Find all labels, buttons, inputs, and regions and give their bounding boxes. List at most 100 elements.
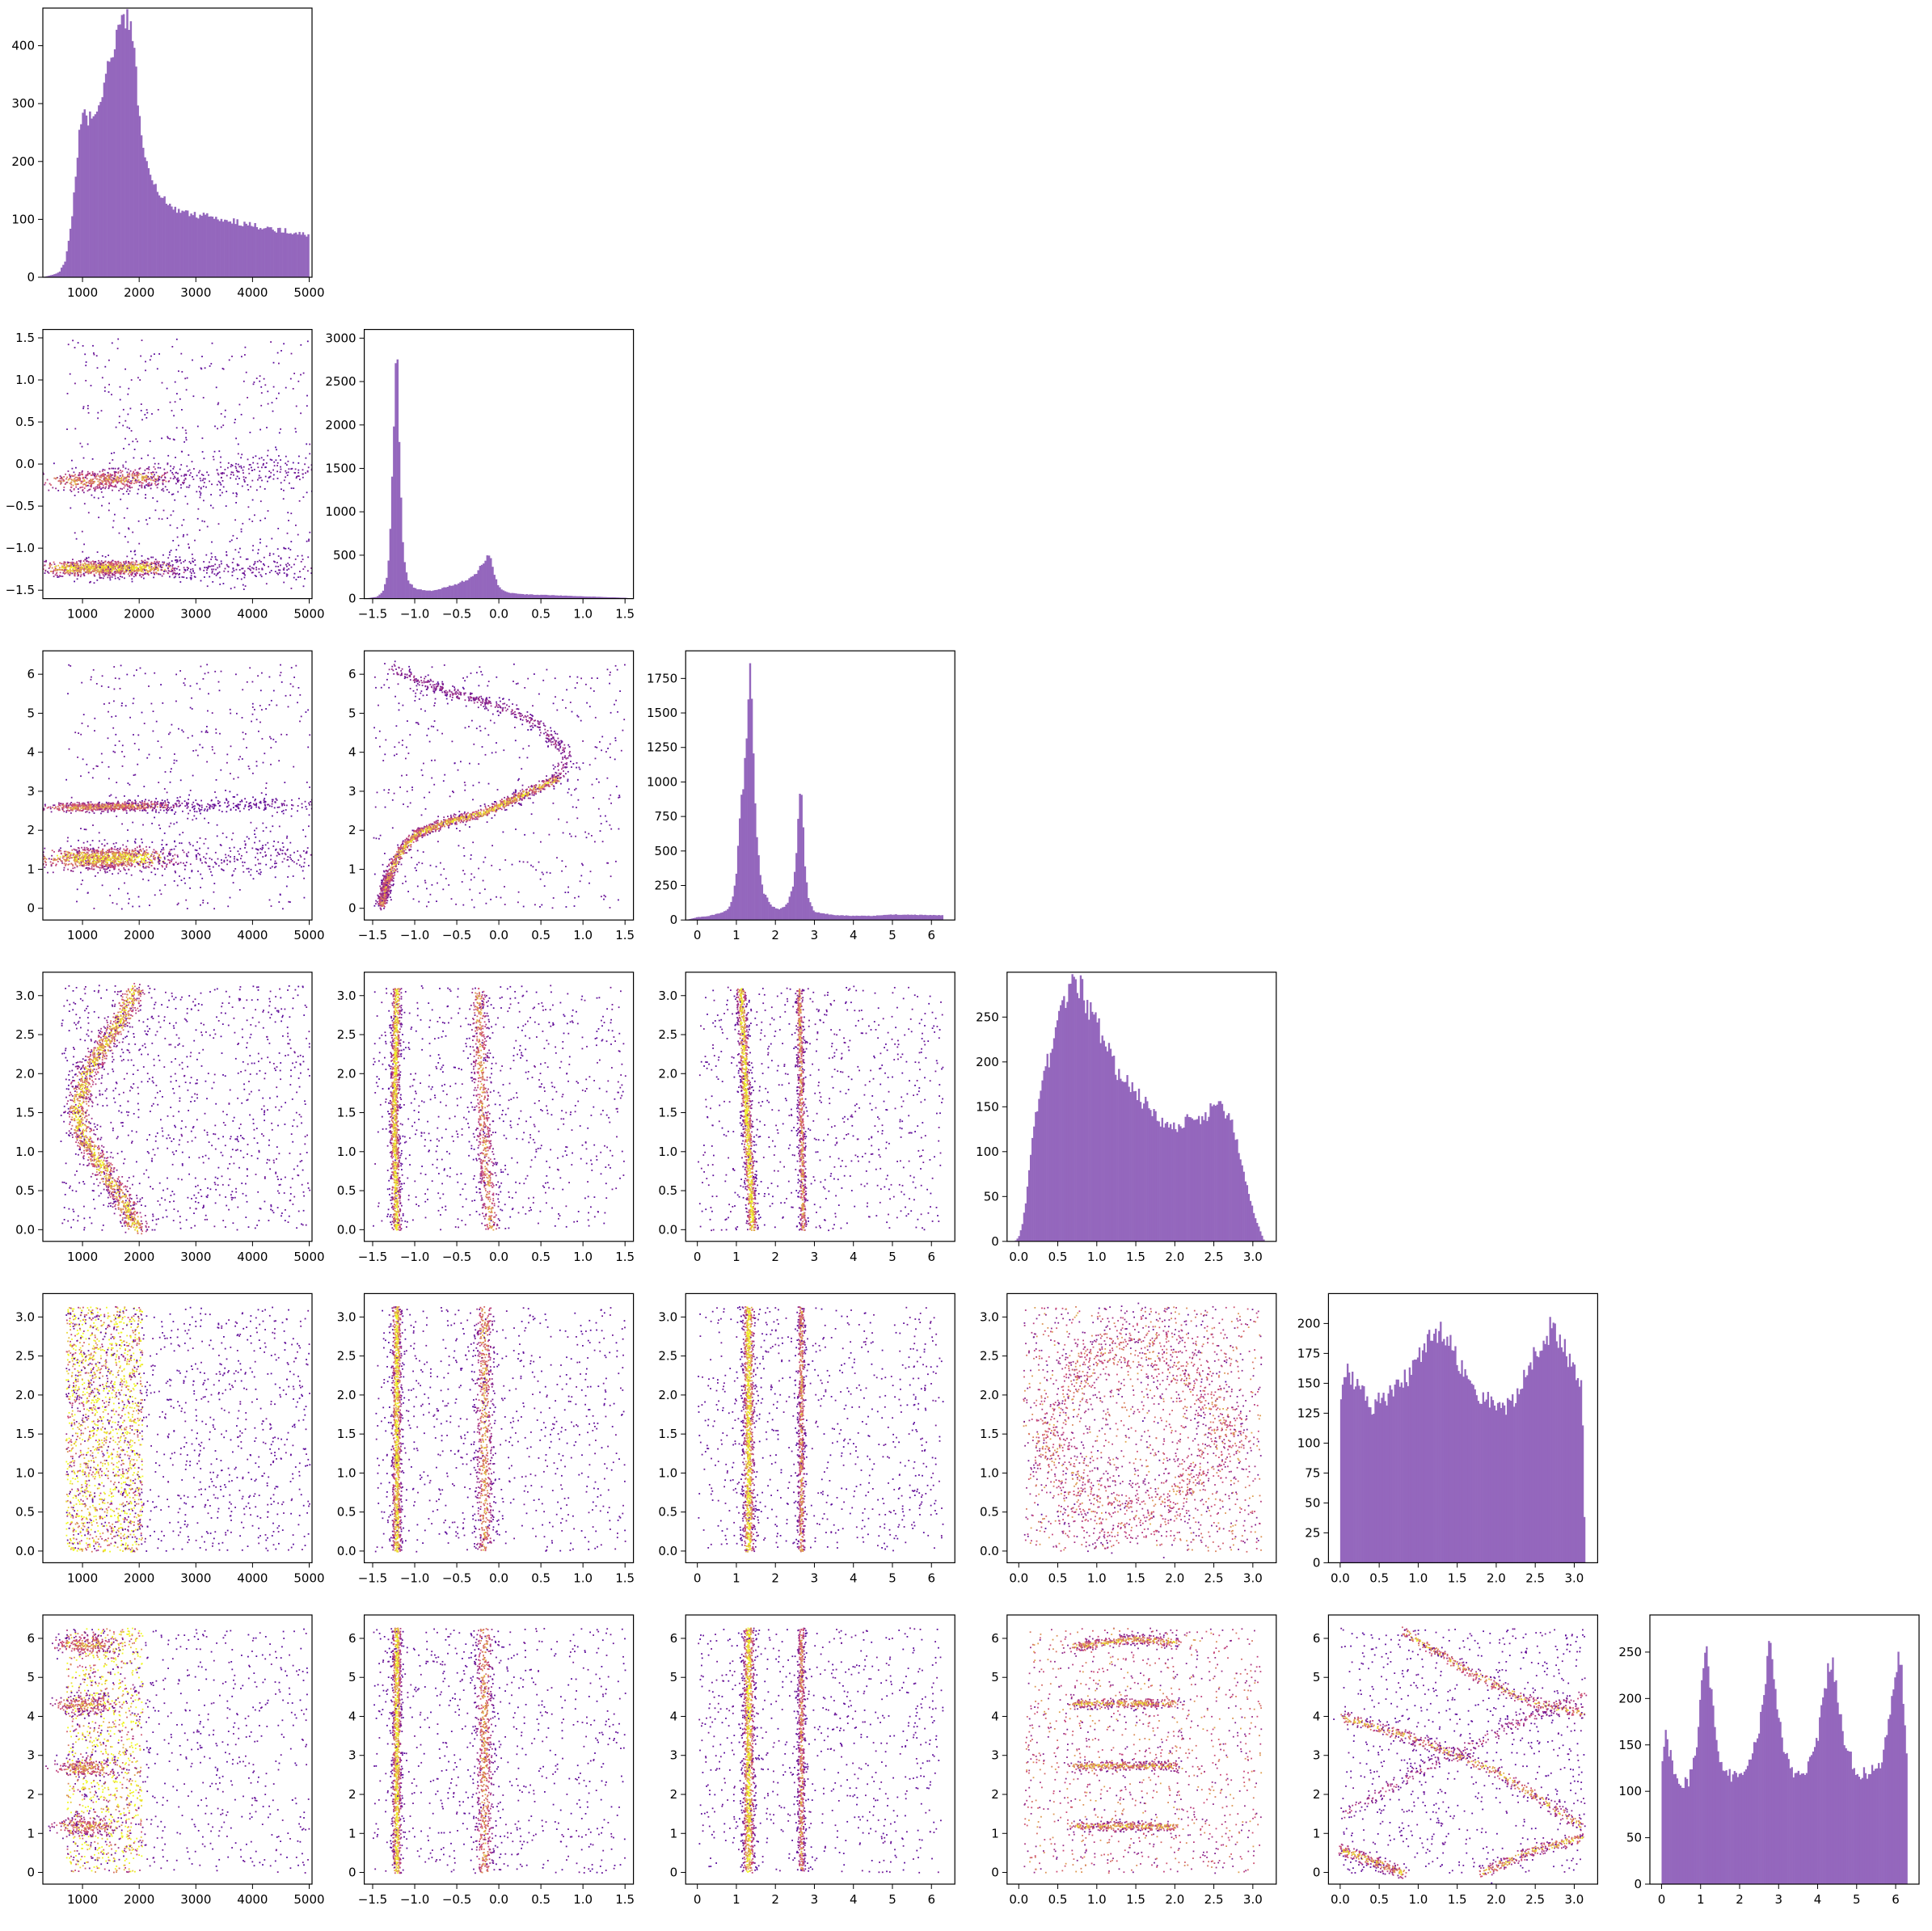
- y-tick-label: 2500: [325, 374, 356, 389]
- scatter-point: [70, 570, 72, 571]
- scatter-point: [100, 483, 103, 485]
- scatter-point: [143, 472, 146, 474]
- scatter-point: [41, 852, 43, 854]
- scatter-point: [237, 463, 239, 466]
- scatter-point: [309, 453, 311, 455]
- scatter-point: [70, 489, 71, 491]
- histogram-bar: [1689, 1769, 1692, 1884]
- scatter-point: [288, 468, 290, 470]
- scatter-point: [75, 479, 78, 481]
- histogram-bar: [129, 21, 133, 277]
- scatter-point: [150, 865, 153, 866]
- histogram-bar: [1063, 996, 1065, 1242]
- scatter-point: [19, 480, 20, 482]
- scatter-point: [139, 467, 141, 470]
- histogram-bar: [1111, 1056, 1114, 1242]
- histogram-bar: [1539, 1351, 1542, 1563]
- scatter-point: [124, 563, 126, 565]
- scatter-point: [122, 857, 124, 859]
- scatter-point: [63, 805, 65, 807]
- histogram-bar: [1751, 1753, 1754, 1884]
- scatter-point: [119, 861, 121, 863]
- y-tick-label: 1250: [647, 740, 677, 755]
- scatter-point: [128, 493, 129, 495]
- scatter-point: [113, 478, 115, 479]
- scatter-point: [82, 490, 84, 491]
- scatter-point: [67, 806, 70, 807]
- scatter-point: [297, 471, 300, 474]
- scatter-point: [40, 854, 42, 856]
- histogram-bar: [1526, 1375, 1529, 1563]
- scatter-point: [264, 488, 266, 490]
- histogram-bar: [795, 853, 798, 921]
- scatter-point: [91, 458, 94, 460]
- scatter-point: [103, 868, 105, 871]
- scatter-point: [173, 415, 175, 417]
- scatter-point: [99, 565, 101, 567]
- scatter-point: [168, 491, 171, 493]
- scatter-point: [113, 563, 115, 565]
- scatter-point: [114, 864, 116, 866]
- histogram-bar: [1078, 997, 1081, 1242]
- scatter-point: [188, 454, 190, 456]
- scatter-point: [259, 476, 262, 479]
- scatter-point: [89, 857, 91, 859]
- scatter-point: [87, 852, 89, 854]
- histogram-bar: [1139, 1102, 1142, 1242]
- scatter-point: [71, 474, 73, 477]
- scatter-point: [81, 860, 83, 862]
- histogram-bar: [247, 225, 250, 277]
- scatter-point: [141, 862, 144, 864]
- scatter-point: [79, 576, 82, 578]
- histogram-bar: [1176, 1132, 1179, 1242]
- scatter-point: [117, 863, 120, 865]
- scatter-point: [183, 474, 185, 477]
- x-tick-label: 4: [850, 928, 858, 942]
- scatter-point: [94, 489, 96, 491]
- histogram-bar: [1905, 1753, 1908, 1884]
- histogram-bar: [243, 221, 246, 277]
- scatter-point: [271, 402, 273, 404]
- scatter-point: [79, 567, 81, 570]
- scatter-point: [279, 569, 281, 571]
- histogram-bar: [790, 891, 793, 921]
- scatter-point: [297, 533, 299, 536]
- scatter-point: [87, 484, 89, 487]
- scatter-point: [154, 474, 155, 476]
- scatter-point: [120, 804, 123, 807]
- scatter-point: [192, 561, 195, 563]
- scatter-point: [91, 473, 94, 474]
- scatter-point: [201, 356, 203, 357]
- scatter-point: [129, 482, 131, 483]
- histogram-bar: [162, 197, 164, 277]
- scatter-point: [129, 485, 131, 487]
- histogram-bar: [1441, 1341, 1444, 1563]
- histogram-bar: [690, 918, 693, 921]
- panel-plot-area: [1661, 1641, 1908, 1884]
- scatter-point: [72, 867, 74, 870]
- scatter-point: [285, 476, 286, 479]
- scatter-point: [205, 567, 208, 569]
- scatter-point: [175, 549, 178, 551]
- histogram-bar: [524, 594, 526, 599]
- scatter-point: [162, 852, 164, 854]
- scatter-point: [108, 807, 111, 809]
- scatter-point: [190, 568, 192, 571]
- scatter-point: [166, 804, 168, 806]
- scatter-point: [81, 566, 83, 568]
- histogram-bar: [1765, 1684, 1767, 1884]
- scatter-point: [193, 576, 196, 578]
- histogram-bar: [800, 795, 803, 921]
- scatter-point: [232, 492, 234, 495]
- scatter-point: [161, 475, 162, 478]
- scatter-point: [93, 856, 95, 858]
- scatter-point: [217, 523, 220, 525]
- scatter-point: [280, 558, 282, 560]
- scatter-point: [192, 479, 195, 480]
- scatter-point: [162, 487, 164, 490]
- histogram-bar: [230, 223, 234, 277]
- scatter-point: [76, 578, 78, 580]
- scatter-point: [199, 567, 201, 569]
- scatter-point: [159, 564, 162, 566]
- scatter-point: [142, 571, 145, 573]
